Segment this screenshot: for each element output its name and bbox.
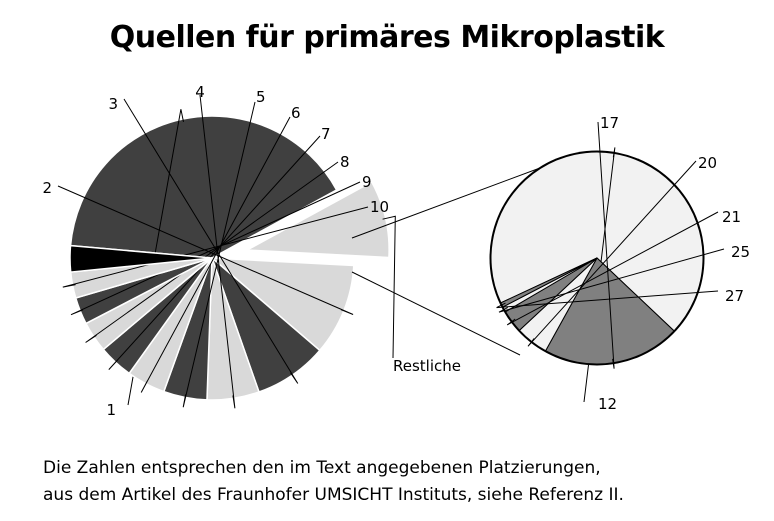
slice-label-8: 8: [340, 153, 350, 171]
detail-leader-25: [498, 248, 725, 313]
leader-line-5: [182, 101, 256, 408]
leader-line-6: [140, 116, 291, 393]
slice-label-10: 10: [370, 198, 389, 216]
connector-line-top: [351, 164, 549, 239]
slice-label-2: 2: [42, 179, 52, 197]
detail-label-17: 17: [600, 114, 619, 132]
slice-label-4: 4: [195, 83, 205, 101]
detail-leader-17: [597, 121, 615, 369]
detail-label-25: 25: [731, 243, 750, 261]
leader-line-2: [57, 185, 354, 315]
footnote-line-1: Die Zahlen entsprechen den im Text angeg…: [43, 458, 601, 478]
detail-leader-20: [527, 160, 697, 347]
detail-label-21: 21: [722, 208, 741, 226]
detail-label-12: 12: [598, 395, 617, 413]
slice-label-7: 7: [321, 125, 331, 143]
leader-line-10: [62, 206, 369, 288]
pie-slice-unlabeled: [69, 244, 213, 273]
leader-line-3: [123, 98, 299, 384]
pie-of-pie-chart: 1 Restliche 2 3 4 5 6 789 10 12 17 20 21 25 27: [42, 83, 750, 419]
detail-label-20: 20: [698, 154, 717, 172]
footnote: Die Zahlen entsprechen den im Text angeg…: [43, 455, 624, 509]
slice-label-3: 3: [108, 95, 118, 113]
leader-line-4: [199, 94, 236, 409]
slice-label-6: 6: [291, 104, 301, 122]
slice-label-9: 9: [362, 173, 372, 191]
footnote-line-2: aus dem Artikel des Fraunhofer UMSICHT I…: [43, 485, 624, 505]
slice-label-restliche: Restliche: [393, 357, 461, 375]
connector-line-bottom: [351, 271, 521, 356]
leader-line-restliche: [382, 215, 396, 359]
chart-title: Quellen für primäres Mikroplastik: [109, 20, 665, 55]
detail-label-27: 27: [725, 287, 744, 305]
slice-label-5: 5: [256, 88, 266, 106]
leader-line-7: [108, 135, 321, 370]
leader-line-8: [85, 161, 339, 343]
detail-leader-27: [496, 290, 719, 309]
slice-label-1: 1: [106, 401, 116, 419]
detail-leader-21: [506, 211, 719, 326]
leader-line-9: [70, 181, 361, 316]
